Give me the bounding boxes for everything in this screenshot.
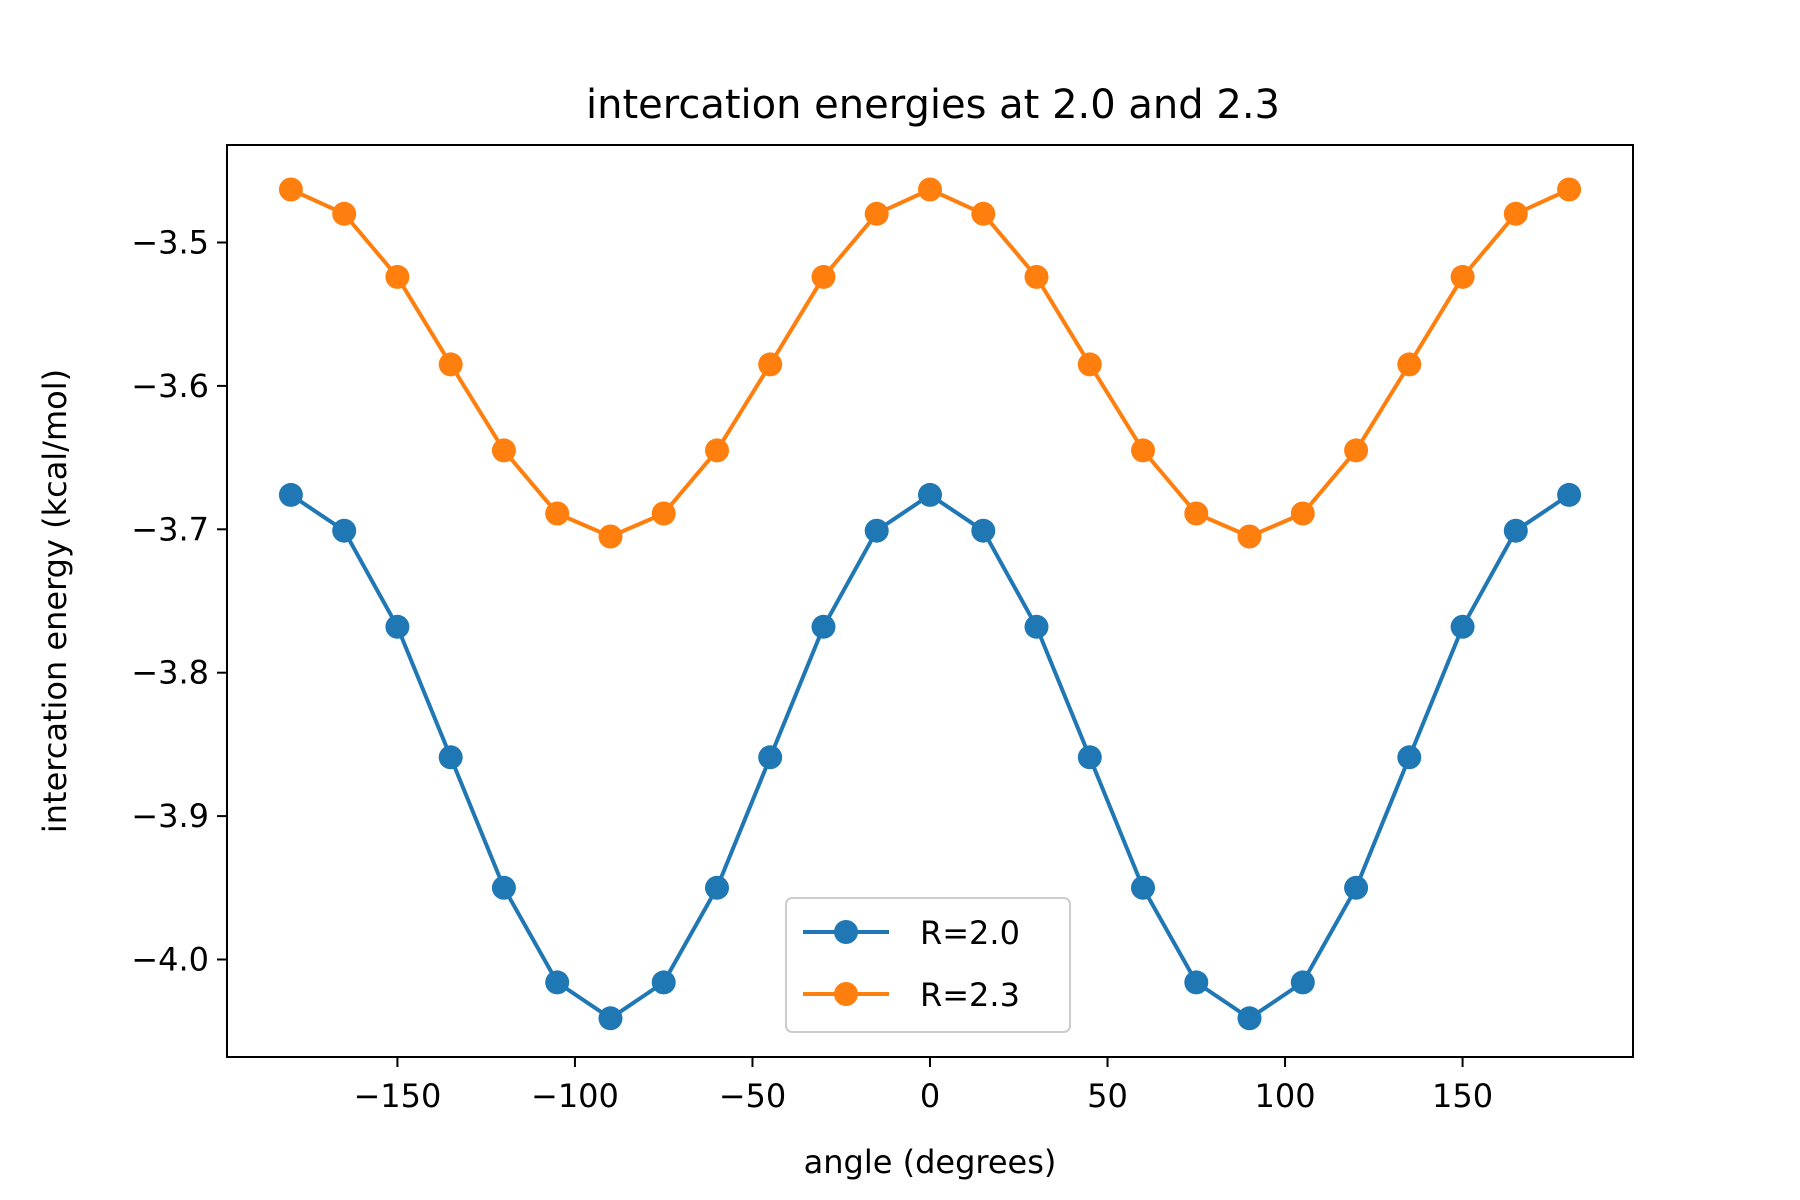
x-tick-label: 50 <box>1087 1077 1128 1115</box>
legend: R=2.0 R=2.3 <box>785 897 1071 1033</box>
data-point <box>971 518 996 543</box>
data-point <box>491 438 516 463</box>
data-point <box>1450 614 1475 639</box>
data-point <box>1344 438 1369 463</box>
data-point <box>1237 524 1262 549</box>
data-point <box>651 501 676 526</box>
data-point <box>332 518 357 543</box>
x-tick-label: 150 <box>1432 1077 1493 1115</box>
data-point <box>1557 177 1582 202</box>
y-axis: −4.0 −3.9 −3.8 −3.7 −3.6 −3.5 <box>131 224 227 978</box>
data-point <box>1344 875 1369 900</box>
plot-area <box>278 177 1582 1031</box>
data-point <box>545 970 570 995</box>
data-point <box>705 875 729 900</box>
data-point <box>385 614 410 639</box>
data-point <box>278 482 303 507</box>
data-point <box>651 970 676 995</box>
x-tick-label: −50 <box>719 1077 787 1115</box>
data-point <box>1503 201 1528 226</box>
data-point <box>1077 352 1102 377</box>
y-tick-label: −3.8 <box>131 654 209 692</box>
data-point <box>864 201 889 226</box>
y-tick-label: −3.5 <box>131 224 209 262</box>
data-point <box>1184 501 1209 526</box>
x-tick-label: 100 <box>1255 1077 1316 1115</box>
data-point <box>1131 875 1155 900</box>
x-tick-label: −100 <box>531 1077 619 1115</box>
legend-swatch-marker <box>834 920 858 944</box>
legend-swatch-marker <box>834 982 858 1006</box>
data-point <box>1077 745 1102 770</box>
data-point <box>1184 970 1209 995</box>
data-point <box>864 518 889 543</box>
data-point <box>545 501 570 526</box>
data-point <box>1237 1006 1262 1031</box>
x-tick-label: −150 <box>353 1077 441 1115</box>
data-point <box>1024 614 1049 639</box>
chart-title: intercation energies at 2.0 and 2.3 <box>586 82 1280 128</box>
y-tick-label: −3.7 <box>131 510 209 548</box>
series-2 <box>278 177 1582 549</box>
data-point <box>1290 970 1315 995</box>
data-point <box>332 201 357 226</box>
data-point <box>1503 518 1528 543</box>
data-point <box>1024 264 1049 289</box>
data-point <box>1397 745 1422 770</box>
data-point <box>758 352 783 377</box>
data-point <box>1450 264 1475 289</box>
x-tick-label: 0 <box>920 1077 940 1115</box>
x-axis: −150 −100 −50 0 50 100 150 <box>353 1057 1493 1115</box>
data-point <box>491 875 516 900</box>
data-point <box>1557 482 1582 507</box>
data-point <box>598 1006 623 1031</box>
data-point <box>918 177 942 202</box>
data-point <box>811 614 836 639</box>
data-point <box>278 177 303 202</box>
data-point <box>705 438 729 463</box>
data-point <box>971 201 996 226</box>
legend-label: R=2.0 <box>920 914 1020 952</box>
x-axis-label: angle (degrees) <box>804 1143 1057 1181</box>
y-tick-label: −3.6 <box>131 367 209 405</box>
data-point <box>811 264 836 289</box>
data-point <box>1131 438 1155 463</box>
series-1 <box>278 482 1582 1031</box>
y-tick-label: −3.9 <box>131 797 209 835</box>
data-point <box>758 745 783 770</box>
data-point <box>385 264 410 289</box>
y-axis-label: intercation energy (kcal/mol) <box>36 369 74 833</box>
data-point <box>1290 501 1315 526</box>
data-point <box>438 745 463 770</box>
data-point <box>438 352 463 377</box>
data-point <box>918 482 942 507</box>
y-tick-label: −4.0 <box>131 940 209 978</box>
legend-label: R=2.3 <box>920 976 1020 1014</box>
data-point <box>1397 352 1422 377</box>
data-point <box>598 524 623 549</box>
